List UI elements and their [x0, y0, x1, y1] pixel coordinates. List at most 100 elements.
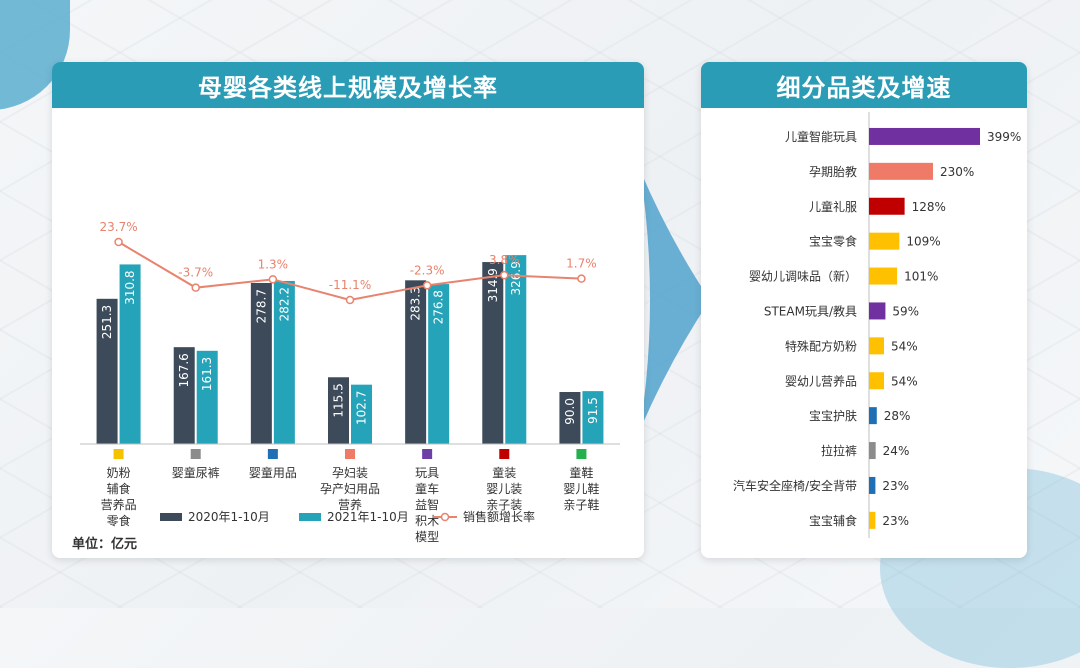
growth-rate-point — [422, 281, 432, 290]
category-label: 孕妇装 — [332, 466, 368, 480]
growth-value-label: 109% — [906, 235, 940, 249]
growth-bar — [869, 407, 877, 425]
category-label: 童鞋 — [569, 465, 593, 480]
category-label: 童车 — [415, 481, 439, 496]
subcategory-label: 宝宝辅食 — [809, 513, 857, 528]
bar-value-label-2021: 161.3 — [200, 357, 214, 391]
bar-2021 — [582, 391, 604, 444]
category-marker — [422, 449, 433, 459]
category-marker — [267, 449, 278, 459]
growth-value-label: 101% — [904, 270, 938, 284]
bar-value-label-2020: 278.7 — [254, 289, 268, 323]
bar-value-label-2021: 282.2 — [277, 287, 291, 321]
bar-value-label-2020: 115.5 — [332, 383, 346, 417]
bar-value-label-2021: 102.7 — [355, 391, 369, 425]
left-panel-title: 母婴各类线上规模及增长率 — [52, 62, 644, 108]
category-label: 婴儿装 — [486, 482, 522, 496]
category-label: 辅食 — [107, 481, 131, 496]
legend-label-2020: 2020年1-10月 — [188, 510, 270, 524]
growth-bar — [869, 511, 876, 529]
growth-bar — [869, 197, 905, 215]
growth-bar — [869, 232, 900, 250]
growth-bar — [869, 127, 980, 145]
bar-2020 — [405, 280, 427, 444]
category-label: 婴童用品 — [249, 465, 297, 480]
subcategory-label: 婴幼儿调味品（新） — [749, 269, 857, 284]
subcategory-label: 特殊配方奶粉 — [785, 338, 857, 353]
category-label: 模型 — [415, 530, 439, 544]
subcategory-label: 儿童智能玩具 — [785, 129, 857, 144]
bar-value-label-2021: 326.9 — [509, 261, 523, 295]
category-label: 童装 — [492, 465, 516, 480]
category-label: 益智 — [415, 497, 439, 512]
bar-2021 — [428, 284, 450, 444]
subcategory-label: STEAM玩具/教具 — [764, 303, 857, 318]
right-panel-title: 细分品类及增速 — [701, 62, 1027, 108]
growth-rate-label: -3.7% — [178, 266, 213, 280]
legend-point-growth — [440, 512, 450, 522]
category-label: 营养品 — [101, 497, 137, 512]
growth-value-label: 128% — [912, 200, 946, 214]
growth-rate-label: 1.7% — [566, 257, 597, 271]
bar-value-label-2020: 251.3 — [100, 305, 114, 339]
growth-value-label: 59% — [892, 304, 919, 318]
growth-rate-label: 3.8% — [489, 253, 520, 267]
growth-value-label: 399% — [987, 130, 1021, 144]
growth-rate-label: 1.3% — [258, 257, 289, 271]
growth-value-label: 54% — [891, 339, 918, 353]
growth-rate-point — [500, 270, 509, 280]
subcategory-label: 儿童礼服 — [809, 199, 857, 214]
growth-value-label: 23% — [882, 479, 909, 493]
category-marker — [576, 449, 587, 459]
category-label: 玩具 — [415, 466, 439, 480]
subcategory-label: 孕期胎教 — [809, 164, 857, 179]
bar-2020 — [482, 262, 504, 444]
growth-rate-label: -11.1% — [329, 278, 371, 292]
category-marker — [345, 449, 355, 459]
category-label: 婴童尿裤 — [172, 465, 220, 480]
connector-arrow-icon — [640, 170, 710, 430]
category-label: 孕产妇用品 — [320, 482, 380, 496]
growth-bar — [869, 162, 933, 180]
growth-bar — [869, 372, 885, 390]
category-marker — [499, 449, 510, 459]
bar-value-label-2020: 314.9 — [486, 268, 500, 302]
bar-2021 — [351, 384, 372, 444]
subcategory-label: 汽车安全座椅/安全背带 — [733, 478, 857, 493]
growth-value-label: 23% — [882, 514, 909, 528]
category-label: 亲子装 — [486, 498, 522, 512]
growth-bar — [869, 442, 876, 460]
category-marker — [190, 449, 201, 459]
growth-rate-label: 23.7% — [100, 220, 138, 234]
left-chart-panel: 母婴各类线上规模及增长率 251.3 310.8 奶粉 辅食 营养品 零食 167.6 161… — [52, 62, 644, 558]
category-label: 奶粉 — [107, 466, 131, 480]
bar-value-label-2020: 90.0 — [563, 398, 577, 425]
bar-2021 — [119, 264, 141, 444]
subcategory-label: 婴幼儿营养品 — [785, 373, 857, 388]
bar-2021 — [273, 280, 295, 444]
subcategory-label: 拉拉裤 — [821, 443, 857, 458]
unit-label: 单位：亿元 — [72, 536, 137, 552]
bar-2020 — [96, 298, 118, 444]
bar-value-label-2020: 283.3 — [409, 286, 423, 320]
bar-value-label-2021: 91.5 — [586, 397, 600, 424]
growth-rate-point — [577, 274, 586, 283]
subcategory-label: 宝宝护肤 — [809, 408, 857, 423]
growth-bar — [869, 267, 898, 285]
growth-value-label: 54% — [891, 374, 918, 388]
growth-rate-point — [114, 237, 123, 247]
bar-2020 — [173, 347, 195, 444]
category-marker — [113, 449, 124, 459]
subcategory-growth-chart: 儿童智能玩具 399% 孕期胎教 230% 儿童礼服 128% 宝宝零食 109% 婴幼儿调味品… — [733, 112, 1021, 538]
category-label: 零食 — [107, 513, 131, 528]
growth-bar — [869, 302, 886, 320]
growth-value-label: 28% — [884, 409, 911, 423]
bar-value-label-2021: 310.8 — [123, 270, 137, 304]
growth-rate-point — [345, 295, 355, 305]
category-label: 亲子鞋 — [563, 497, 599, 512]
legend-swatch-2021 — [299, 513, 321, 521]
legend-label-2021: 2021年1-10月 — [327, 510, 409, 524]
bar-value-label-2021: 276.8 — [432, 290, 446, 324]
bar-2020 — [250, 282, 272, 444]
